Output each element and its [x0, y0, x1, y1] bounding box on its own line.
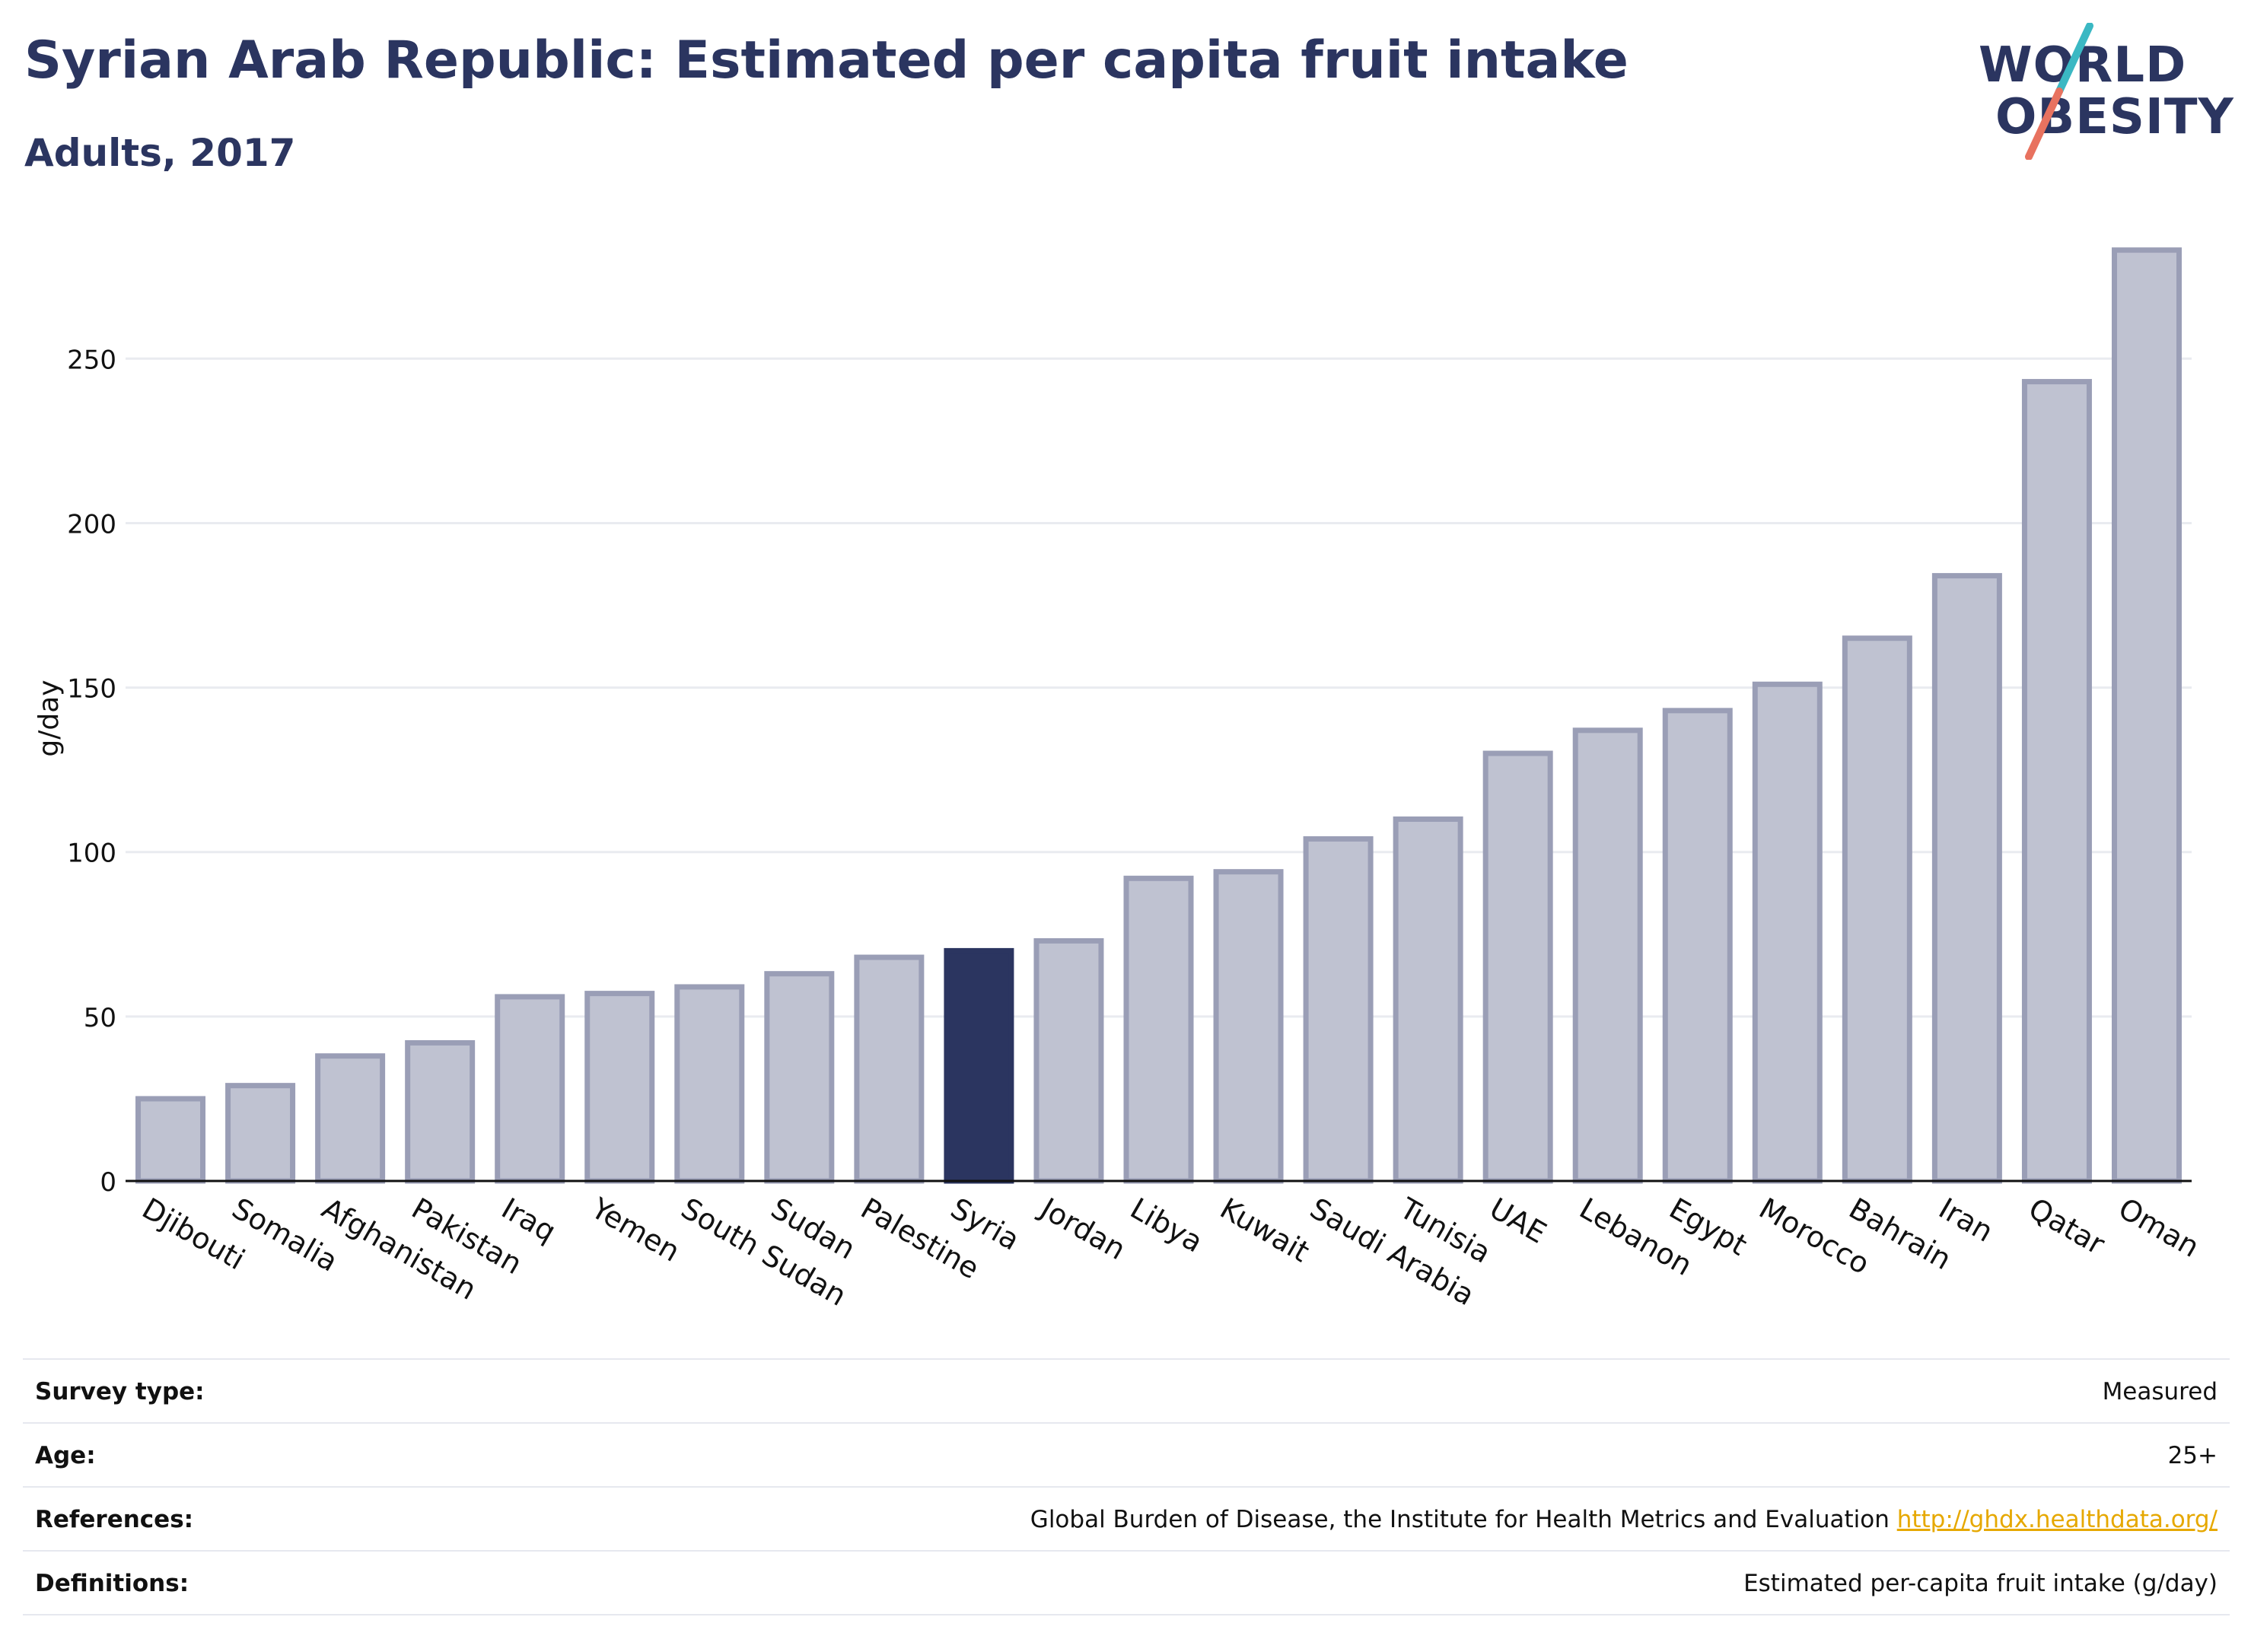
y-tick-label: 200 [67, 509, 116, 540]
bar-jordan [1033, 937, 1104, 1184]
bar-oman [2111, 247, 2182, 1184]
meta-label: Age: [35, 1442, 96, 1469]
meta-value-references: Global Burden of Disease, the Institute … [1030, 1506, 2218, 1533]
bar-djibouti [135, 1096, 206, 1184]
bar-iran [1931, 573, 2002, 1184]
chart-title: Syrian Arab Republic: Estimated per capi… [24, 30, 1629, 91]
bar-uae [1482, 750, 1553, 1184]
bar-kuwait [1213, 869, 1284, 1184]
chart-subtitle: Adults, 2017 [24, 131, 296, 175]
bar-chart: 050100150200250g/dayDjiboutiSomaliaAfgha… [33, 247, 2205, 1313]
reference-link[interactable]: http://ghdx.healthdata.org/ [1896, 1506, 2218, 1533]
bar-saudi-arabia [1303, 836, 1374, 1184]
meta-row-definitions: Definitions: Estimated per-capita fruit … [23, 1550, 2230, 1615]
x-tick-label: Yemen [585, 1191, 686, 1268]
y-tick-label: 250 [67, 345, 116, 375]
bar-sudan [764, 971, 835, 1184]
meta-value: Measured [2102, 1378, 2218, 1405]
bar-pakistan [405, 1039, 476, 1184]
bar-iraq [495, 994, 565, 1184]
meta-label: References: [35, 1506, 194, 1533]
bar-qatar [2021, 379, 2092, 1184]
x-tick-label: Qatar [2023, 1192, 2110, 1262]
world-obesity-logo: WORLD OBESITY [1979, 23, 2237, 160]
meta-value: 25+ [2167, 1442, 2218, 1469]
bar-yemen [584, 991, 655, 1184]
y-tick-label: 0 [100, 1167, 116, 1198]
bar-lebanon [1572, 727, 1643, 1184]
logo-line-2: OBESITY [1995, 89, 2234, 145]
y-tick-label: 150 [67, 674, 116, 705]
x-tick-label: Jordan [1033, 1191, 1131, 1267]
x-tick-label: Oman [2113, 1192, 2205, 1264]
meta-value: Estimated per-capita fruit intake (g/day… [1743, 1570, 2218, 1597]
bar-palestine [854, 954, 925, 1184]
x-tick-label: Djibouti [137, 1192, 251, 1277]
x-tick-label: Kuwait [1215, 1192, 1315, 1269]
y-axis-label: g/day [33, 680, 65, 756]
meta-label: Definitions: [35, 1570, 189, 1597]
bar-syria [944, 947, 1014, 1184]
bar-egypt [1662, 708, 1733, 1184]
bar-bahrain [1842, 635, 1912, 1184]
metadata-table: Survey type: Measured Age: 25+ Reference… [23, 1358, 2230, 1615]
reference-text: Global Burden of Disease, the Institute … [1030, 1506, 1890, 1533]
x-tick-label: Libya [1125, 1192, 1208, 1259]
meta-row-age: Age: 25+ [23, 1422, 2230, 1486]
bar-somalia [225, 1083, 296, 1184]
y-tick-label: 50 [84, 1003, 116, 1033]
logo-slash-icon [2025, 23, 2093, 160]
bar-south-sudan [674, 984, 745, 1184]
bar-morocco [1752, 681, 1823, 1184]
y-tick-label: 100 [67, 839, 116, 869]
meta-label: Survey type: [35, 1378, 205, 1405]
bar-libya [1123, 875, 1194, 1184]
meta-row-references: References: Global Burden of Disease, th… [23, 1486, 2230, 1550]
bar-tunisia [1393, 816, 1463, 1184]
meta-row-survey-type: Survey type: Measured [23, 1358, 2230, 1422]
bar-afghanistan [315, 1053, 386, 1184]
